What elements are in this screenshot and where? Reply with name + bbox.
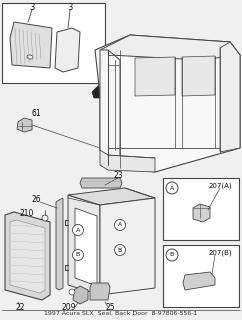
Text: 207(A): 207(A) (208, 183, 232, 189)
Polygon shape (80, 178, 122, 188)
Text: 210: 210 (20, 209, 34, 218)
Text: 23: 23 (113, 171, 123, 180)
FancyBboxPatch shape (2, 3, 105, 83)
Polygon shape (68, 195, 100, 295)
Polygon shape (193, 204, 210, 222)
Text: A: A (76, 228, 80, 233)
Text: 3: 3 (67, 4, 73, 12)
Text: A: A (118, 222, 122, 228)
Polygon shape (75, 208, 97, 286)
Polygon shape (10, 22, 52, 68)
Polygon shape (5, 212, 50, 300)
Text: 22: 22 (15, 303, 24, 313)
Text: 1997 Acura SLX  Seal, Back Door  8-97806-556-1: 1997 Acura SLX Seal, Back Door 8-97806-5… (44, 310, 198, 316)
Polygon shape (56, 198, 63, 290)
Text: 3: 3 (29, 4, 35, 12)
Circle shape (166, 249, 178, 261)
Polygon shape (100, 35, 240, 60)
Polygon shape (100, 198, 155, 295)
Polygon shape (100, 150, 155, 172)
Text: B: B (170, 252, 174, 258)
Circle shape (166, 182, 178, 194)
Polygon shape (92, 84, 108, 98)
Polygon shape (182, 56, 215, 96)
Polygon shape (90, 283, 110, 300)
FancyBboxPatch shape (163, 178, 239, 240)
Text: B: B (118, 247, 122, 252)
Circle shape (114, 220, 126, 230)
FancyBboxPatch shape (163, 245, 239, 307)
Text: 25: 25 (105, 303, 115, 313)
Polygon shape (95, 35, 240, 172)
Polygon shape (135, 57, 175, 96)
Polygon shape (183, 272, 215, 290)
Text: 26: 26 (32, 196, 42, 204)
Polygon shape (73, 286, 88, 304)
Text: A: A (170, 186, 174, 190)
Circle shape (69, 289, 75, 295)
Circle shape (114, 244, 126, 255)
Polygon shape (68, 188, 155, 205)
Circle shape (42, 215, 48, 221)
Circle shape (73, 250, 83, 260)
Text: 209: 209 (62, 303, 76, 313)
Circle shape (73, 225, 83, 236)
Polygon shape (17, 118, 32, 132)
Text: 61: 61 (32, 108, 42, 117)
Polygon shape (100, 50, 120, 168)
Text: B: B (76, 252, 80, 258)
Polygon shape (220, 42, 240, 152)
Polygon shape (55, 28, 80, 72)
Text: 207(B): 207(B) (208, 250, 232, 256)
Polygon shape (10, 220, 45, 293)
Ellipse shape (27, 55, 33, 59)
